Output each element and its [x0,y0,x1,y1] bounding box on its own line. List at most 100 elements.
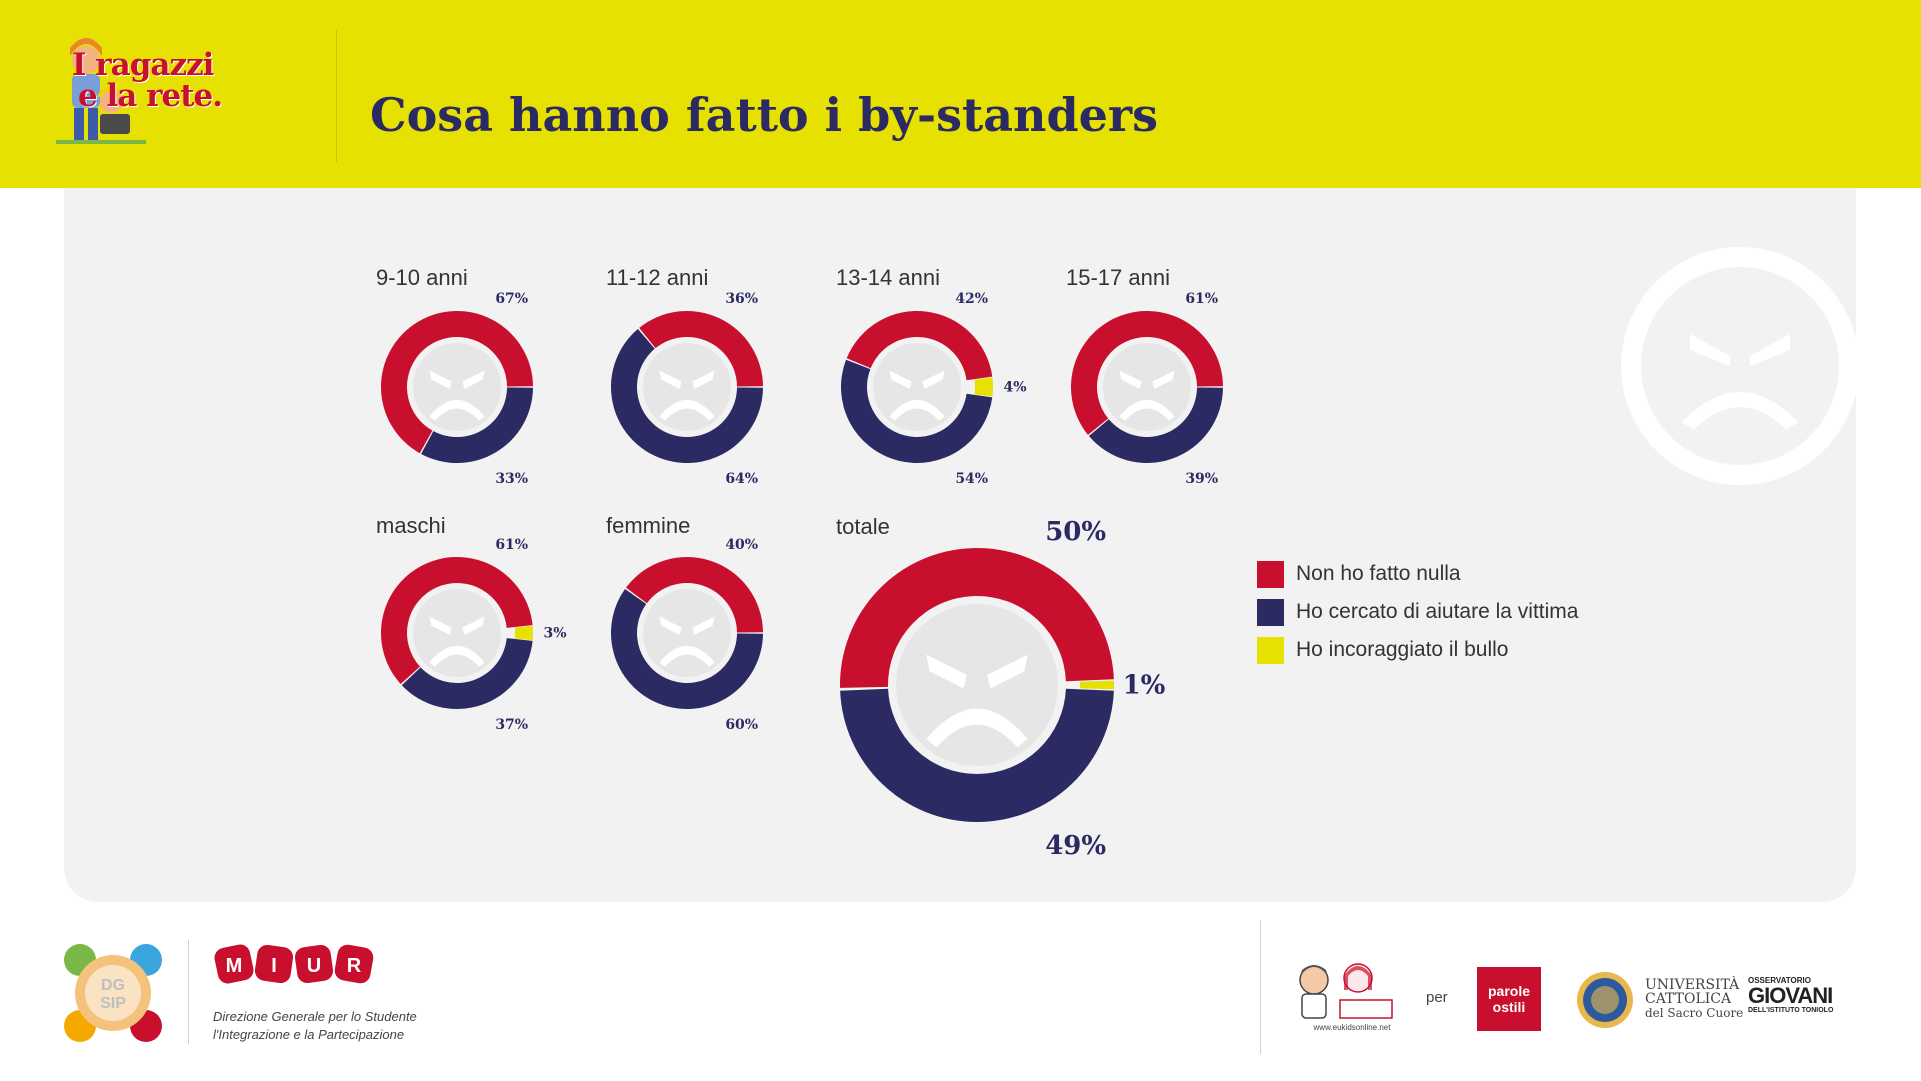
footer-divider-left [188,940,189,1044]
angry-eye-left [889,370,912,389]
osservatorio-giovani-logo: OSSERVATORIO GIOVANI DELL'ISTITUTO TONIO… [1748,976,1833,1014]
legend-item: Ho incoraggiato il bullo [1257,631,1578,669]
group-label: 11-12 anni [606,265,708,290]
donut-slice-non-ho-fatto-nulla [625,556,763,633]
donut-group: femmine 40% 60% [606,513,763,733]
legend-swatch-navy [1257,598,1284,626]
pct-label-navy: 60% [725,717,758,733]
i-ragazzi-logo [56,22,306,172]
angry-eye-right [987,654,1028,689]
pct-label-navy: 54% [955,471,988,487]
header-divider [336,30,337,162]
miur-letter: R [347,955,362,977]
frown-mouth [1119,399,1175,421]
pct-label-navy: 49% [1045,831,1106,861]
pct-label-red: 36% [725,291,758,307]
eukids-url: www.eukidsonline.net [1313,1023,1392,1032]
frown-mouth [429,645,485,667]
kids-illustration-icon [56,38,146,144]
logo-wordmark: I ragazzi e la rete. [72,47,223,114]
legend-label: Non ho fatto nulla [1296,562,1461,585]
donut-slice-non-ho-fatto-nulla [381,557,533,685]
face-circle [413,343,501,431]
logo-line-1: I ragazzi [72,47,214,83]
giovani-sub: DELL'ISTITUTO TONIOLO [1748,1007,1834,1014]
parole-ostili-logo: parole ostili [1477,967,1541,1031]
face-circle [413,589,501,677]
frown-mouth [926,708,1028,748]
dgsip-logo-icon: DG SIP [64,944,162,1042]
header-bar: I ragazzi e la rete. Cosa hanno fatto i … [0,0,1921,188]
group-label: 15-17 anni [1066,265,1170,290]
pct-label-red: 67% [495,291,528,307]
angry-eye-left [659,616,682,635]
donut-group: 13-14 anni 42% 54% 4% [836,265,1027,487]
face-circle [1103,343,1191,431]
angry-eye-left [659,370,682,389]
legend-label: Ho incoraggiato il bullo [1296,638,1509,661]
angry-eye-right [1152,370,1175,389]
angry-eye-left [429,616,452,635]
angry-eye-left [926,654,967,689]
logo-line-2: e la rete. [78,78,223,114]
pct-label-navy: 64% [725,471,758,487]
unicatt-line-2: CATTOLICA [1645,991,1732,1007]
pct-label-red: 50% [1045,517,1106,547]
dgsip-text-1: DG [101,977,125,994]
frown-mouth [659,399,715,421]
face-circle [643,343,731,431]
angry-eye-left [1119,370,1142,389]
face-circle [643,589,731,677]
donut-group: totale 50% 49% 1% [836,514,1166,861]
frown-mouth [429,399,485,421]
donut-group: maschi 61% 37% 3% [376,513,567,733]
group-label: totale [836,514,890,539]
legend-label: Ho cercato di aiutare la vittima [1296,600,1579,623]
miur-subtitle: Direzione Generale per lo Studente l'Int… [213,1008,417,1044]
unicatt-line-1: UNIVERSITÀ [1645,977,1740,993]
pct-label-navy: 37% [495,717,528,733]
pct-label-red: 61% [495,537,528,553]
donut-group: 9-10 anni 67% 33% [376,265,533,487]
pct-label-yellow: 3% [543,626,566,642]
miur-subtitle-line-2: l'Integrazione e la Partecipazione [213,1027,405,1042]
pct-label-yellow: 4% [1003,380,1026,396]
group-label: 13-14 anni [836,265,940,290]
pct-label-red: 42% [955,291,988,307]
donut-slice-ho-cercato-di-aiutare [401,638,533,710]
pct-label-navy: 33% [495,471,528,487]
miur-letter: I [271,955,277,977]
legend-item: Ho cercato di aiutare la vittima [1257,593,1578,631]
giovani-main: GIOVANI [1748,983,1833,1008]
pct-label-yellow: 1% [1123,671,1166,701]
eukidsonline-logo: www.eukidsonline.net [1299,963,1393,1032]
donut-slice-non-ho-fatto-nulla [846,311,993,381]
face-circle [873,343,961,431]
frown-mouth [659,645,715,667]
donut-slice-ho-incoraggiato-il-bullo [974,377,993,397]
per-text: per [1426,989,1448,1006]
angry-eye-right [462,370,485,389]
unicatt-line-3: del Sacro Cuore [1645,1006,1744,1020]
donut-group: 11-12 anni 36% 64% [606,265,763,487]
face-circle [896,604,1058,766]
giovani-top: OSSERVATORIO [1748,976,1811,985]
group-label: 9-10 anni [376,265,468,290]
pct-label-red: 61% [1185,291,1218,307]
donut-slice-non-ho-fatto-nulla [839,547,1114,688]
footer-divider-right [1260,920,1261,1054]
page-title: Cosa hanno fatto i by-standers [370,88,1159,142]
angry-eye-left [429,370,452,389]
angry-eye-right [692,616,715,635]
parole-ostili-line-1: parole [1487,983,1530,999]
unicatt-seal-icon [1577,972,1633,1028]
frown-mouth [889,399,945,421]
pct-label-navy: 39% [1185,471,1218,487]
miur-letter: M [226,955,243,977]
donut-slice-non-ho-fatto-nulla [1070,310,1223,435]
angry-eye-right [922,370,945,389]
donut-group: 15-17 anni 61% 39% [1066,265,1223,487]
donut-slice-non-ho-fatto-nulla [381,311,533,454]
group-label: maschi [376,513,446,538]
